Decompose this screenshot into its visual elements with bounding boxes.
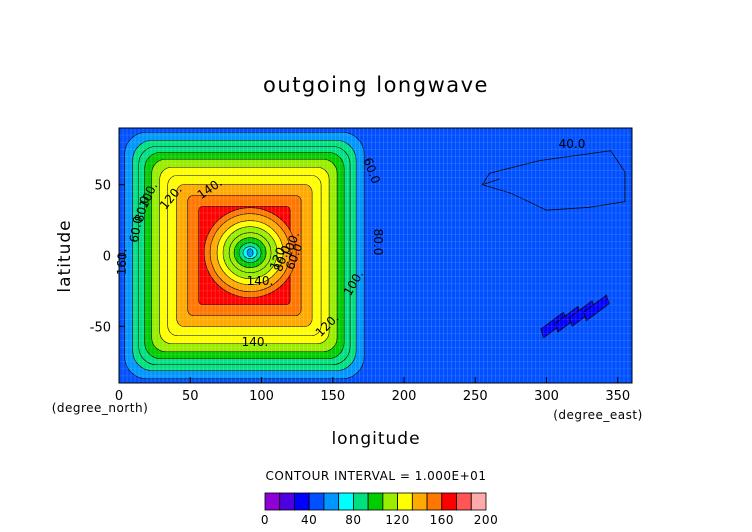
colorbar-swatch — [264, 492, 281, 511]
y-tick-label: -50 — [90, 320, 111, 335]
colorbar-tick-label: 200 — [474, 513, 498, 527]
x-axis-ticks: 0 50 100 150 200 250 300 350 — [115, 377, 630, 404]
contour-label: 80.0 — [132, 194, 152, 223]
cold-patch-northeast — [481, 150, 626, 211]
grid-lines — [118, 127, 633, 384]
core-minimum — [246, 248, 254, 257]
x-tick-label: 50 — [182, 389, 199, 404]
x-tick-label: 0 — [115, 389, 123, 404]
chart-title: outgoing longwave — [263, 73, 489, 97]
colorbar: 0 40 80 120 160 200 — [261, 492, 498, 527]
x-axis-label: longitude — [331, 429, 420, 449]
colorbar-swatch — [411, 492, 428, 511]
colorbar-swatch — [441, 492, 457, 511]
contour-label: 140. — [242, 335, 269, 349]
x-tick-label: 300 — [534, 389, 559, 404]
colorbar-swatch — [294, 492, 310, 511]
y-tick-label: 0 — [103, 250, 111, 265]
colorbar-tick-label: 80 — [345, 513, 361, 527]
x-tick-label: 350 — [605, 389, 630, 404]
colorbar-swatch — [367, 492, 384, 511]
colorbar-swatch — [323, 492, 340, 511]
contour-label: 60.0 — [127, 215, 145, 244]
cold-patch-southeast — [583, 294, 610, 322]
y-axis-ticks: -50 0 50 — [90, 179, 125, 335]
x-tick-label: 150 — [320, 389, 345, 404]
colorbar-swatch — [456, 492, 472, 511]
colorbar-swatch — [338, 492, 354, 511]
colorbar-swatch — [308, 492, 325, 511]
y-axis-label: latitude — [55, 219, 75, 292]
y-tick-label: 50 — [94, 179, 111, 194]
colorbar-tick-label: 120 — [385, 513, 409, 527]
plot-area: 40.060.080.0100.120.140.160.60.080.0100.… — [115, 127, 633, 384]
contour-label: 140. — [247, 274, 274, 288]
colorbar-swatch — [426, 492, 443, 511]
colorbar-swatch — [352, 492, 369, 511]
colorbar-swatch — [382, 492, 399, 511]
x-unit-label: (degree_east) — [553, 408, 643, 422]
colorbar-swatch — [279, 492, 295, 511]
contour-label: 80.0 — [371, 229, 385, 256]
contour-label: 160. — [115, 248, 130, 275]
x-tick-label: 250 — [463, 389, 488, 404]
x-tick-label: 200 — [392, 389, 417, 404]
y-unit-label: (degree_north) — [52, 401, 149, 415]
colorbar-tick-label: 40 — [301, 513, 317, 527]
colorbar-swatch — [397, 492, 413, 511]
contour-fill-layer — [124, 131, 626, 380]
x-tick-label: 100 — [249, 389, 274, 404]
contour-label: 40.0 — [559, 137, 586, 151]
colorbar-tick-label: 0 — [261, 513, 269, 527]
colorbar-tick-label: 160 — [430, 513, 454, 527]
contour-interval-caption: CONTOUR INTERVAL = 1.000E+01 — [266, 469, 487, 483]
colorbar-swatch — [470, 492, 487, 511]
